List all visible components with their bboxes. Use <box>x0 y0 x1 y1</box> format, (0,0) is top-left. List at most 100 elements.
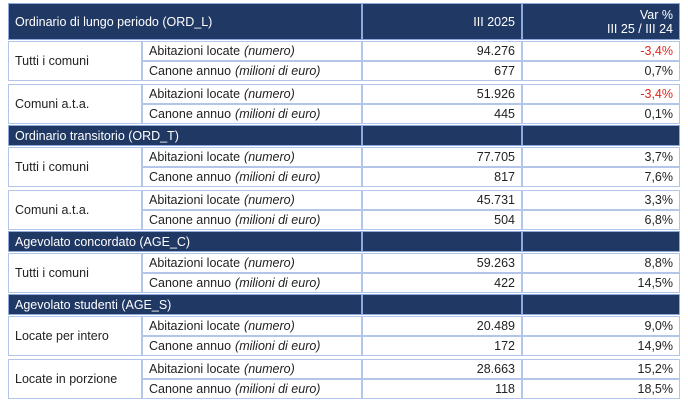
variation: 3,7% <box>522 147 680 167</box>
value: 172 <box>362 336 522 356</box>
metric-name: Canone annuo <box>149 276 232 290</box>
group-label: Locate per intero <box>15 329 109 343</box>
metric-unit: (milioni di euro) <box>235 382 321 396</box>
metric-name: Abitazioni locate <box>149 193 241 207</box>
section-header-blank <box>522 294 680 315</box>
metric: Abitazioni locate (numero) <box>142 41 362 61</box>
value: 20.489 <box>362 316 522 336</box>
metric: Canone annuo (milioni di euro) <box>142 167 362 187</box>
metric: Abitazioni locate (numero) <box>142 253 362 273</box>
metric-unit: (numero) <box>244 150 295 164</box>
group-label: Tutti i comuni <box>15 54 89 68</box>
group-label: Comuni a.t.a. <box>8 190 142 230</box>
value: 118 <box>495 382 515 396</box>
value: 172 <box>494 339 515 353</box>
value: 59.263 <box>362 253 522 273</box>
metric: Canone annuo (milioni di euro) <box>142 104 362 124</box>
metric-name: Canone annuo <box>149 64 232 78</box>
metric-unit: (milioni di euro) <box>235 107 321 121</box>
value: 445 <box>494 107 515 121</box>
metric-unit: (milioni di euro) <box>235 170 321 184</box>
group-label: Comuni a.t.a. <box>15 97 90 111</box>
metric-unit: (milioni di euro) <box>235 64 321 78</box>
header-title: Ordinario di lungo periodo (ORD_L) <box>15 14 213 29</box>
value: 28.663 <box>476 362 515 376</box>
variation: -3,4% <box>522 41 680 61</box>
metric: Abitazioni locate (numero) <box>142 84 362 104</box>
section-header: Agevolato concordato (AGE_C) <box>8 231 362 252</box>
value: 45.731 <box>476 193 515 207</box>
value: 59.263 <box>476 256 515 270</box>
variation: 15,2% <box>637 362 673 376</box>
value: 51.926 <box>476 87 515 101</box>
metric: Abitazioni locate (numero) <box>142 190 362 210</box>
variation: 0,7% <box>522 61 680 81</box>
value: 94.276 <box>476 44 515 58</box>
value: 51.926 <box>362 84 522 104</box>
metric: Abitazioni locate (numero) <box>142 147 362 167</box>
variation: 14,5% <box>522 273 680 293</box>
section-header-blank <box>362 231 522 252</box>
value: 677 <box>362 61 522 81</box>
section-title: Ordinario transitorio (ORD_T) <box>15 128 179 143</box>
variation: 8,8% <box>522 253 680 273</box>
section-header-blank <box>362 294 522 315</box>
variation: 6,8% <box>644 213 674 227</box>
group-label: Tutti i comuni <box>8 253 142 293</box>
value: 422 <box>362 273 522 293</box>
group-label: Comuni a.t.a. <box>15 203 90 217</box>
metric-name: Canone annuo <box>149 382 232 396</box>
group-label: Comuni a.t.a. <box>8 84 142 124</box>
variation: 0,7% <box>644 64 674 78</box>
section-header-blank <box>522 125 680 146</box>
section-header-blank <box>522 231 680 252</box>
metric: Canone annuo (milioni di euro) <box>142 273 362 293</box>
column-header: III 25 / III 24 <box>606 21 673 36</box>
group-label: Tutti i comuni <box>15 266 89 280</box>
header-title: Ordinario di lungo periodo (ORD_L) <box>8 3 362 40</box>
group-label: Locate per intero <box>8 316 142 356</box>
value: 677 <box>494 64 515 78</box>
metric-unit: (milioni di euro) <box>235 213 321 227</box>
variation: 7,6% <box>644 170 674 184</box>
column-header: Var % <box>639 7 673 22</box>
variation: 18,5% <box>522 379 680 399</box>
metric-unit: (numero) <box>244 256 295 270</box>
variation: 7,6% <box>522 167 680 187</box>
column-header: III 2025 <box>473 14 515 29</box>
value: 504 <box>494 213 515 227</box>
variation: 3,7% <box>644 150 674 164</box>
metric-name: Abitazioni locate <box>149 319 241 333</box>
header-var: Var % III 25 / III 24 <box>522 3 680 40</box>
metric: Canone annuo (milioni di euro) <box>142 336 362 356</box>
value: 28.663 <box>362 359 522 379</box>
variation: 9,0% <box>644 319 674 333</box>
metric-name: Abitazioni locate <box>149 256 241 270</box>
value: 77.705 <box>476 150 515 164</box>
section-header-blank <box>362 125 522 146</box>
group-label: Tutti i comuni <box>8 41 142 81</box>
value: 94.276 <box>362 41 522 61</box>
section-header: Ordinario transitorio (ORD_T) <box>8 125 362 146</box>
variation: 3,3% <box>644 193 674 207</box>
metric: Canone annuo (milioni di euro) <box>142 210 362 230</box>
metric-name: Canone annuo <box>149 107 232 121</box>
variation: -3,4% <box>640 87 673 101</box>
metric-unit: (numero) <box>244 193 295 207</box>
metric-unit: (milioni di euro) <box>235 339 321 353</box>
value: 817 <box>494 170 515 184</box>
variation: 0,1% <box>644 107 674 121</box>
value: 504 <box>362 210 522 230</box>
metric: Canone annuo (milioni di euro) <box>142 379 362 399</box>
group-label: Locate in porzione <box>8 359 142 399</box>
metric: Abitazioni locate (numero) <box>142 316 362 336</box>
metric-name: Abitazioni locate <box>149 362 241 376</box>
metric-name: Abitazioni locate <box>149 44 241 58</box>
metric-name: Abitazioni locate <box>149 87 241 101</box>
group-label: Locate in porzione <box>15 372 118 386</box>
variation: 15,2% <box>522 359 680 379</box>
variation: 8,8% <box>644 256 674 270</box>
metric-unit: (numero) <box>244 319 295 333</box>
variation: 18,5% <box>637 382 673 396</box>
variation: -3,4% <box>640 44 673 58</box>
